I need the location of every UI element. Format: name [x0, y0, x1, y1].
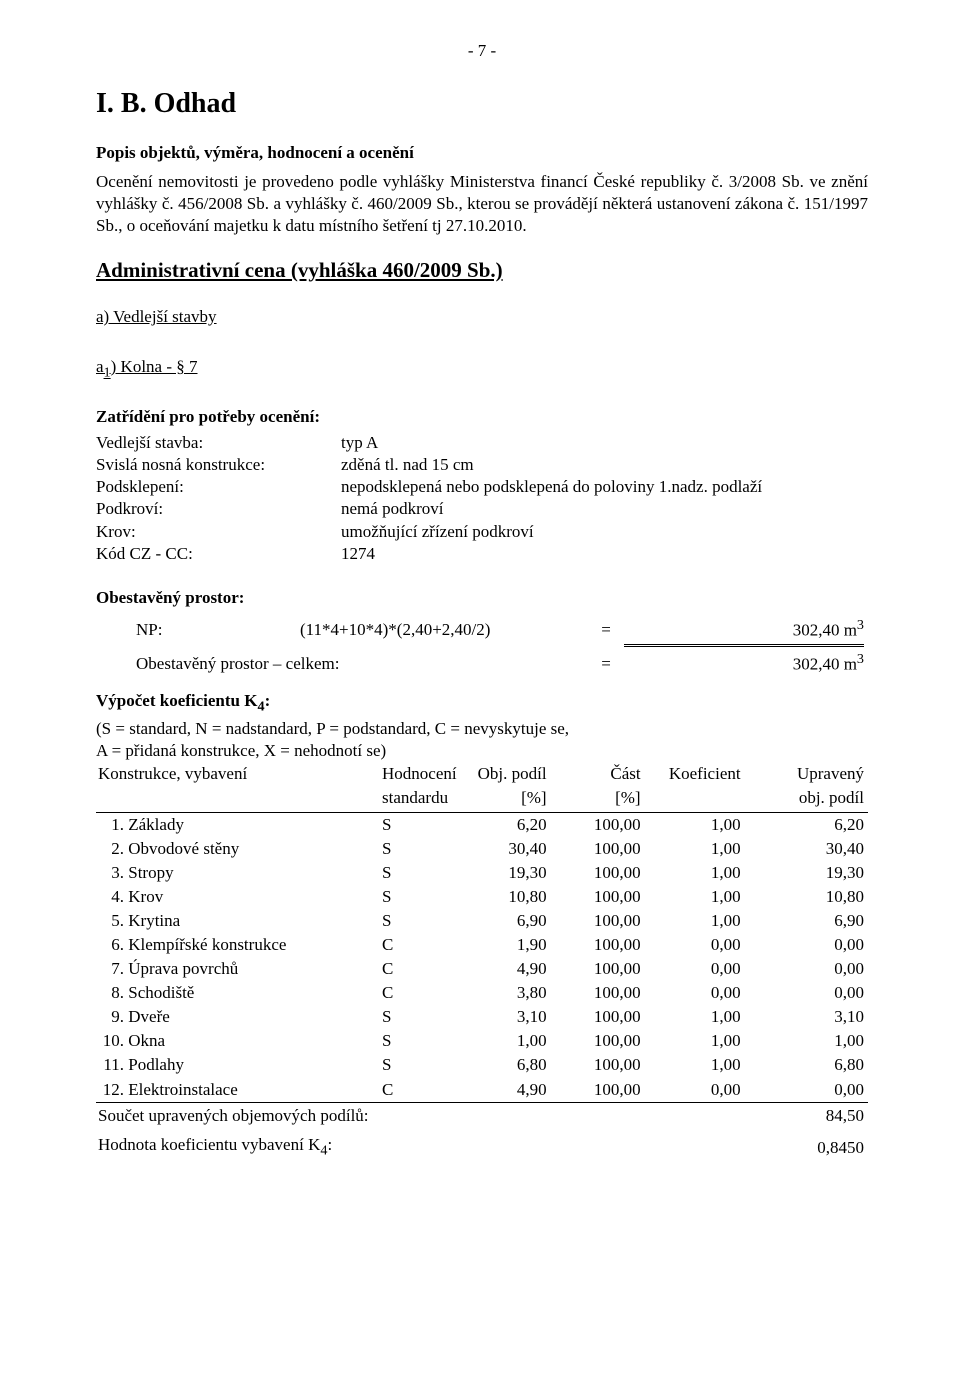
table-row: 7. Úprava povrchůC4,90100,000,000,00: [96, 957, 868, 981]
hdr-hod: Hodnocení: [376, 762, 459, 786]
kv-val: nemá podkroví: [341, 498, 868, 520]
zatrideni-head: Zatřídění pro potřeby ocenění:: [96, 406, 868, 428]
k4-result-val: 0,8450: [743, 1128, 868, 1161]
k4-head-suffix: :: [265, 691, 271, 710]
np-table: NP: (11*4+10*4)*(2,40+2,40/2) = 302,40 m…: [96, 615, 868, 677]
hdr-obj2: [%]: [459, 786, 549, 812]
np-val-exp: 3: [857, 617, 864, 633]
hdr-koef: Koeficient: [643, 762, 743, 786]
kv-val: umožňující zřízení podkroví: [341, 521, 868, 543]
kv-key: Podkroví:: [96, 498, 341, 520]
a1-sub: 1: [104, 365, 111, 381]
kv-key: Vedlejší stavba:: [96, 432, 341, 454]
obest-head: Obestavěný prostor:: [96, 587, 868, 609]
kv-key: Kód CZ - CC:: [96, 543, 341, 565]
kv-block: Vedlejší stavba:typ A Svislá nosná konst…: [96, 432, 868, 565]
k4-result-row: Hodnota koeficientu vybavení K4: 0,8450: [96, 1128, 868, 1161]
section-a1-title: a1) Kolna - § 7: [96, 356, 868, 382]
hdr-hod2: standardu: [376, 786, 459, 812]
hdr-upr: Upravený: [743, 762, 868, 786]
tot-label: Obestavěný prostor – celkem:: [134, 648, 590, 677]
page-number: - 7 -: [96, 40, 868, 62]
kv-val: typ A: [341, 432, 868, 454]
np-formula: (11*4+10*4)*(2,40+2,40/2): [298, 615, 590, 643]
k4-res-suffix: :: [327, 1135, 332, 1154]
intro-paragraph: Ocenění nemovitosti je provedeno podle v…: [96, 171, 868, 237]
table-header-row: Konstrukce, vybavení Hodnocení Obj. podí…: [96, 762, 868, 786]
k4-result-label: Hodnota koeficientu vybavení K4:: [96, 1128, 743, 1161]
sum-row: Součet upravených objemových podílů: 84,…: [96, 1102, 868, 1128]
kv-key: Svislá nosná konstrukce:: [96, 454, 341, 476]
a1-suffix: ) Kolna - § 7: [111, 357, 198, 376]
hdr-cast2: [%]: [549, 786, 643, 812]
table-row: 4. KrovS10,80100,001,0010,80: [96, 885, 868, 909]
table-row: 3. StropyS19,30100,001,0019,30: [96, 861, 868, 885]
hdr-upr2: obj. podíl: [743, 786, 868, 812]
k4-res-prefix: Hodnota koeficientu vybavení K: [98, 1135, 320, 1154]
kv-val: zděná tl. nad 15 cm: [341, 454, 868, 476]
table-row: 9. DveřeS3,10100,001,003,10: [96, 1005, 868, 1029]
np-label: NP:: [134, 615, 298, 643]
subheading: Popis objektů, výměra, hodnocení a oceně…: [96, 142, 868, 164]
admin-price-title: Administrativní cena (vyhláška 460/2009 …: [96, 257, 868, 284]
coef-table: Konstrukce, vybavení Hodnocení Obj. podí…: [96, 762, 868, 1160]
k4-legend-1: (S = standard, N = nadstandard, P = pods…: [96, 718, 868, 740]
rule: [624, 644, 864, 647]
sum-val: 84,50: [743, 1102, 868, 1128]
table-header-row: standardu [%] [%] obj. podíl: [96, 786, 868, 812]
table-row: 6. Klempířské konstrukceC1,90100,000,000…: [96, 933, 868, 957]
kv-key: Krov:: [96, 521, 341, 543]
hdr-obj: Obj. podíl: [459, 762, 549, 786]
table-row: 2. Obvodové stěnyS30,40100,001,0030,40: [96, 837, 868, 861]
a1-prefix: a: [96, 357, 104, 376]
kv-key: Podsklepení:: [96, 476, 341, 498]
k4-legend-2: A = přidaná konstrukce, X = nehodnotí se…: [96, 740, 868, 762]
np-eq: =: [590, 615, 622, 643]
tot-value: 302,40 m3: [622, 648, 868, 677]
k4-head: Výpočet koeficientu K4:: [96, 690, 868, 716]
hdr-cast: Část: [549, 762, 643, 786]
tot-val-text: 302,40 m: [793, 654, 857, 673]
hdr-kv: Konstrukce, vybavení: [96, 762, 376, 786]
table-row: 5. KrytinaS6,90100,001,006,90: [96, 909, 868, 933]
table-row: 10. OknaS1,00100,001,001,00: [96, 1029, 868, 1053]
sum-label: Součet upravených objemových podílů:: [96, 1102, 743, 1128]
heading-main: I. B. Odhad: [96, 86, 868, 122]
table-row: NP: (11*4+10*4)*(2,40+2,40/2) = 302,40 m…: [96, 615, 868, 643]
k4-head-sub: 4: [257, 699, 264, 715]
table-row: 8. SchodištěC3,80100,000,000,00: [96, 981, 868, 1005]
np-val-text: 302,40 m: [793, 620, 857, 639]
table-row: 11. PodlahyS6,80100,001,006,80: [96, 1053, 868, 1077]
kv-val: nepodsklepená nebo podsklepená do polovi…: [341, 476, 868, 498]
k4-head-prefix: Výpočet koeficientu K: [96, 691, 257, 710]
table-row: Obestavěný prostor – celkem: = 302,40 m3: [96, 648, 868, 677]
kv-val: 1274: [341, 543, 868, 565]
tot-eq: =: [590, 648, 622, 677]
tot-val-exp: 3: [857, 651, 864, 667]
np-value: 302,40 m3: [622, 615, 868, 643]
table-row: 1. ZákladyS6,20100,001,006,20: [96, 812, 868, 837]
table-row: 12. ElektroinstalaceC4,90100,000,000,00: [96, 1078, 868, 1103]
section-a-title: a) Vedlejší stavby: [96, 306, 868, 328]
